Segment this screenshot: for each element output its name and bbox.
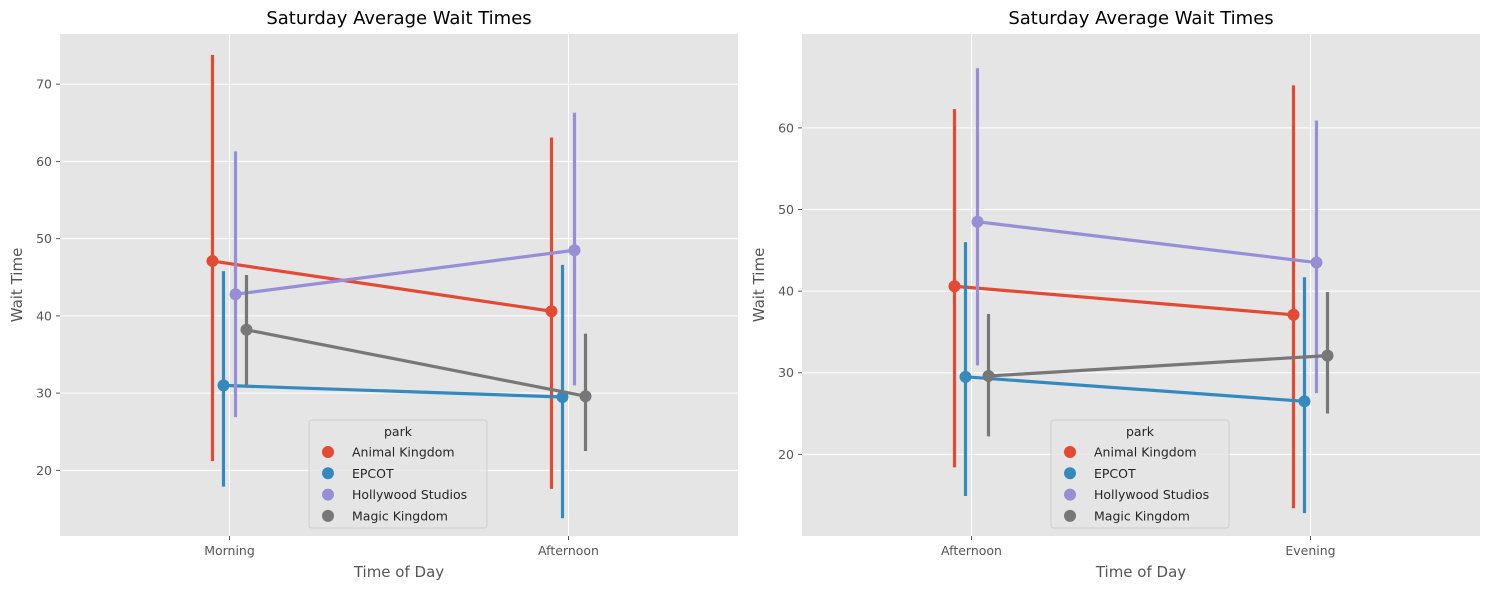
legend: park Animal Kingdom EPCOT Hollywood Studios… [1050, 419, 1230, 529]
x-tick-label: Evening [1285, 543, 1335, 558]
data-point [971, 215, 984, 228]
y-tick-label: 50 [36, 231, 52, 246]
series-line [246, 328, 586, 398]
legend-label: Hollywood Studios [352, 487, 467, 502]
chart-title: Saturday Average Wait Times [1008, 8, 1273, 29]
data-point [206, 255, 219, 268]
series-line [954, 284, 1294, 317]
legend-marker [1064, 467, 1076, 480]
x-axis-label: Time of Day [353, 563, 444, 581]
x-axis-label: Time of Day [1095, 563, 1186, 581]
y-tick-label: 40 [778, 284, 794, 299]
legend-label: Animal Kingdom [1094, 445, 1197, 460]
y-tick-label: 60 [36, 154, 52, 169]
chart-panel-2: 20 30 40 50 60 Afternoon Evening Saturday Avera… [750, 8, 1480, 581]
series-line [965, 375, 1305, 403]
legend-marker [322, 446, 334, 458]
x-tick-label: Afternoon [941, 543, 1002, 558]
series-line [223, 383, 563, 399]
data-point [545, 305, 558, 318]
y-tick-label: 70 [36, 77, 52, 92]
data-point [1321, 349, 1334, 362]
legend-marker [1064, 488, 1076, 501]
legend-label: Magic Kingdom [1094, 508, 1190, 523]
y-tick-label: 60 [778, 120, 794, 135]
data-point [556, 390, 569, 403]
legend-marker [322, 509, 334, 522]
data-point [948, 280, 961, 293]
legend-label: Animal Kingdom [352, 445, 455, 460]
y-axis-label: Wait Time [750, 248, 768, 323]
legend-title: park [384, 424, 413, 439]
y-tick-label: 30 [778, 365, 794, 380]
legend: park Animal Kingdom EPCOT Hollywood Studios… [308, 419, 488, 529]
legend-marker [322, 488, 334, 501]
chart-panel-1: 20 30 40 50 60 70 Morning Afternoon Saturday Ave… [8, 8, 738, 581]
legend-label: EPCOT [352, 466, 394, 481]
y-tick-label: 30 [36, 386, 52, 401]
y-tick-label: 20 [778, 447, 794, 462]
data-point [240, 323, 253, 336]
data-point [229, 288, 242, 301]
legend-marker [322, 467, 334, 480]
legend-label: Magic Kingdom [352, 508, 448, 523]
data-point [1287, 308, 1300, 321]
legend-box [308, 419, 488, 529]
y-axis-label: Wait Time [8, 248, 26, 323]
chart-title: Saturday Average Wait Times [266, 8, 531, 29]
data-point [982, 370, 995, 383]
series-line [988, 354, 1328, 378]
x-tick-label: Morning [204, 543, 255, 558]
y-tick-label: 20 [36, 463, 52, 478]
data-point [1310, 256, 1323, 269]
legend-label: Hollywood Studios [1094, 487, 1209, 502]
y-tick-label: 50 [778, 202, 794, 217]
legend-marker [1064, 509, 1076, 522]
legend-marker [1064, 446, 1076, 458]
series-line [235, 248, 575, 296]
data-point [959, 370, 972, 383]
series-line [977, 220, 1317, 265]
data-point [217, 379, 230, 392]
y-tick-label: 40 [36, 308, 52, 323]
x-tick-label: Afternoon [538, 543, 599, 558]
legend-label: EPCOT [1094, 466, 1136, 481]
data-point [579, 390, 592, 403]
data-point [568, 244, 581, 257]
legend-box [1050, 419, 1230, 529]
data-point [1298, 395, 1311, 408]
legend-title: park [1126, 424, 1155, 439]
series-line [212, 259, 552, 313]
